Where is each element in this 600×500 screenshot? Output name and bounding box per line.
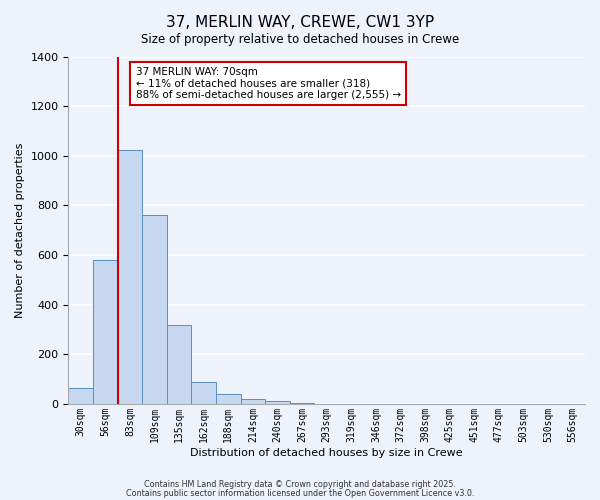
X-axis label: Distribution of detached houses by size in Crewe: Distribution of detached houses by size … [190,448,463,458]
Text: Contains public sector information licensed under the Open Government Licence v3: Contains public sector information licen… [126,488,474,498]
Bar [167,324,191,404]
Y-axis label: Number of detached properties: Number of detached properties [15,142,25,318]
Bar [216,394,241,404]
Bar [68,388,93,404]
Bar [142,216,167,404]
Bar [290,402,314,404]
Bar [93,260,118,404]
Bar [118,150,142,404]
Bar [241,399,265,404]
Bar [265,402,290,404]
Text: Contains HM Land Registry data © Crown copyright and database right 2025.: Contains HM Land Registry data © Crown c… [144,480,456,489]
Text: 37 MERLIN WAY: 70sqm
← 11% of detached houses are smaller (318)
88% of semi-deta: 37 MERLIN WAY: 70sqm ← 11% of detached h… [136,67,401,100]
Bar [191,382,216,404]
Text: Size of property relative to detached houses in Crewe: Size of property relative to detached ho… [141,32,459,46]
Text: 37, MERLIN WAY, CREWE, CW1 3YP: 37, MERLIN WAY, CREWE, CW1 3YP [166,15,434,30]
